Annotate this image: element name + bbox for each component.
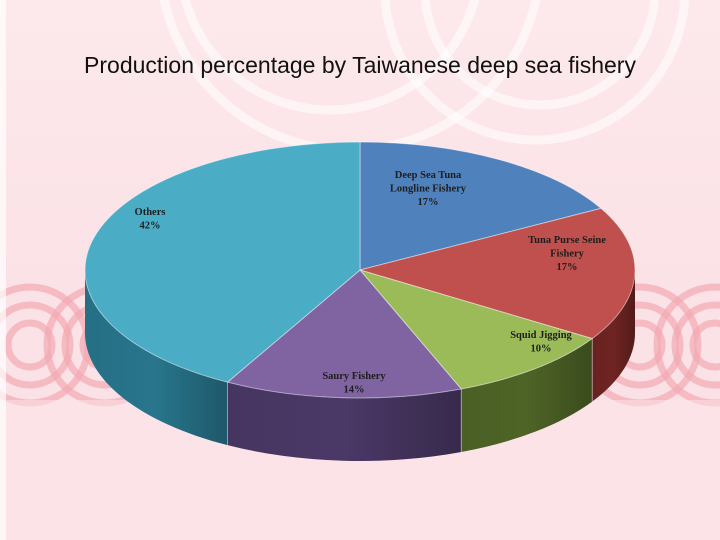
pie-side-shade (592, 270, 635, 402)
data-label-1: Tuna Purse Seine Fishery 17% (528, 235, 606, 273)
pie-side-shade (85, 270, 228, 446)
data-label-line: 14% (344, 385, 365, 396)
slide-title: Production percentage by Taiwanese deep … (84, 52, 636, 78)
data-label-line: Squid Jigging (510, 330, 572, 341)
data-label-line: Fishery (550, 249, 585, 260)
pie-side-2 (460, 338, 593, 453)
data-label-line: Longline Fishery (390, 184, 467, 195)
data-label-4: Others 42% (135, 207, 166, 232)
data-label-line: 42% (140, 221, 161, 232)
data-label-line: Deep Sea Tuna (395, 170, 462, 181)
pie-side-shade (227, 382, 462, 461)
data-label-line: 17% (557, 262, 578, 273)
pie-side-shade (461, 338, 593, 453)
pie-slice-deep-sea-tuna-longline-fishery (359, 141, 603, 271)
data-label-2: Squid Jigging 10% (510, 330, 572, 355)
data-label-line: Others (135, 207, 166, 218)
pie-slice-tuna-purse-seine-fishery (358, 207, 636, 340)
pie-slice-others (84, 141, 361, 383)
data-label-line: Saury Fishery (322, 371, 386, 382)
pie-side-3 (227, 382, 462, 461)
data-label-3: Saury Fishery 14% (322, 371, 386, 396)
data-label-line: 10% (531, 344, 552, 355)
pie-tops (84, 141, 636, 399)
pie-labels: Deep Sea Tuna Longline Fishery 17%Tuna Pur… (135, 170, 607, 396)
pie-slice-squid-jigging (358, 269, 594, 390)
data-label-line: Tuna Purse Seine (528, 235, 606, 246)
data-label-line: 17% (418, 197, 439, 208)
pie-slice-saury-fishery (226, 269, 463, 399)
pie-sides (85, 270, 635, 461)
data-label-0: Deep Sea Tuna Longline Fishery 17% (390, 170, 467, 208)
